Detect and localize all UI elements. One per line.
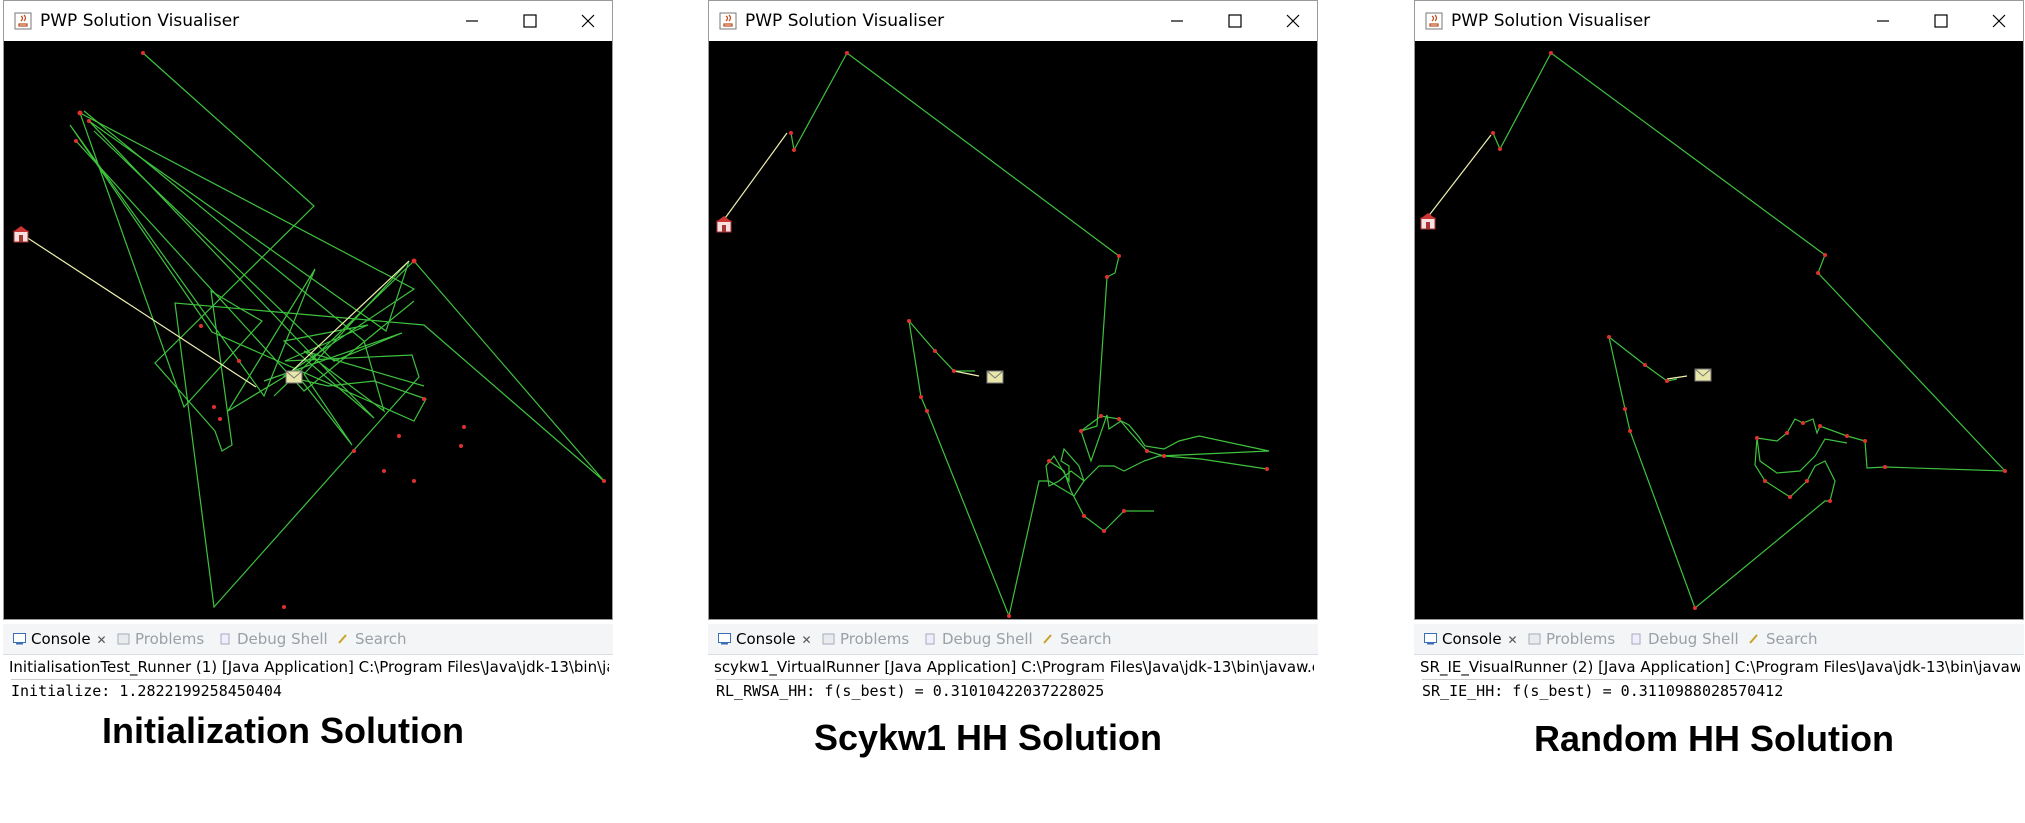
solution-canvas: [4, 41, 612, 619]
tab-search[interactable]: Search: [1748, 630, 1818, 648]
solution-canvas: [1415, 41, 2023, 619]
minimize-button[interactable]: [458, 7, 486, 35]
tab-search-label: Search: [1060, 630, 1112, 648]
console-output: Initialize: 1.2822199258450404: [11, 679, 282, 700]
java-app-icon: [1425, 12, 1443, 30]
caption: Random HH Solution: [1534, 718, 1894, 759]
tab-debug-shell-label: Debug Shell: [942, 630, 1033, 648]
launch-line: scykw1_VirtualRunner [Java Application] …: [714, 658, 1314, 676]
console-icon: [13, 633, 26, 645]
tab-debug-shell-label: Debug Shell: [1648, 630, 1739, 648]
view-tabs: Console ✕ Problems Debug Shell Search: [708, 624, 1318, 655]
minimize-button[interactable]: [1869, 7, 1897, 35]
window-title: PWP Solution Visualiser: [1451, 11, 1651, 31]
panel-scykw1: PWP Solution Visualiser: [708, 0, 1318, 823]
delivery-mail-icon: [1694, 368, 1712, 382]
problems-icon: [822, 633, 835, 645]
debug-shell-icon: [220, 633, 230, 645]
caption: Scykw1 HH Solution: [813, 717, 1163, 758]
tab-problems[interactable]: Problems: [1528, 630, 1615, 648]
solution-canvas: [709, 41, 1317, 619]
view-tabs: Console ✕ Problems Debug Shell Search: [3, 624, 613, 655]
window-title: PWP Solution Visualiser: [745, 11, 945, 31]
route-plot: [1420, 51, 2007, 610]
debug-shell-icon: [925, 633, 935, 645]
tab-problems[interactable]: Problems: [822, 630, 909, 648]
tab-search-label: Search: [355, 630, 407, 648]
problems-icon: [1528, 633, 1541, 645]
depot-house-icon: [716, 216, 732, 233]
tab-console-label: Console: [736, 630, 796, 648]
tab-console[interactable]: Console ✕: [1424, 630, 1518, 648]
panel-random-hh: PWP Solution Visualiser: [1414, 0, 2024, 823]
eclipse-console-view: Console ✕ Problems Debug Shell Search SR_…: [1414, 624, 2024, 714]
eclipse-console-view: Console ✕ Problems Debug Shell Search scy…: [708, 624, 1318, 714]
depot-house-icon: [1420, 213, 1436, 230]
tab-debug-shell[interactable]: Debug Shell: [1630, 630, 1739, 648]
tab-debug-shell[interactable]: Debug Shell: [219, 630, 328, 648]
visualiser-window: PWP Solution Visualiser: [1414, 0, 2024, 620]
close-icon[interactable]: ✕: [1507, 633, 1518, 647]
route-plot: [13, 51, 606, 609]
maximize-button[interactable]: [1221, 7, 1249, 35]
minimize-button[interactable]: [1163, 7, 1191, 35]
search-icon: [338, 634, 347, 644]
tab-problems-label: Problems: [1546, 630, 1616, 648]
caption: Initialization Solution: [102, 710, 464, 751]
title-bar: PWP Solution Visualiser: [4, 1, 612, 41]
route-plot: [716, 51, 1270, 619]
tab-console[interactable]: Console ✕: [13, 630, 107, 648]
console-output: SR_IE_HH: f(s_best) = 0.3110988028570412: [1422, 679, 1784, 700]
launch-line: InitialisationTest_Runner (1) [Java Appl…: [9, 658, 609, 676]
title-bar: PWP Solution Visualiser: [1415, 1, 2023, 41]
depot-house-icon: [13, 226, 29, 243]
tab-problems-label: Problems: [135, 630, 205, 648]
visualiser-window: PWP Solution Visualiser: [3, 0, 613, 620]
tab-search[interactable]: Search: [337, 630, 407, 648]
delivery-mail-icon: [285, 370, 303, 384]
tab-console[interactable]: Console ✕: [718, 630, 812, 648]
java-app-icon: [719, 12, 737, 30]
tab-search-label: Search: [1766, 630, 1818, 648]
debug-shell-icon: [1631, 633, 1641, 645]
tab-debug-shell-label: Debug Shell: [237, 630, 328, 648]
eclipse-console-view: Console ✕ Problems Debug Shell Search Ini…: [3, 624, 613, 714]
delivery-mail-icon: [986, 370, 1004, 384]
console-icon: [1424, 633, 1437, 645]
window-title: PWP Solution Visualiser: [40, 11, 240, 31]
java-app-icon: [14, 12, 32, 30]
launch-line: SR_IE_VisualRunner (2) [Java Application…: [1420, 658, 2020, 676]
panel-initialization: PWP Solution Visualiser: [3, 0, 613, 823]
search-icon: [1043, 634, 1052, 644]
tab-search[interactable]: Search: [1042, 630, 1112, 648]
view-tabs: Console ✕ Problems Debug Shell Search: [1414, 624, 2024, 655]
visualiser-window: PWP Solution Visualiser: [708, 0, 1318, 620]
console-output: RL_RWSA_HH: f(s_best) = 0.31010422037228…: [716, 679, 1105, 700]
tab-debug-shell[interactable]: Debug Shell: [924, 630, 1033, 648]
tab-problems[interactable]: Problems: [117, 630, 204, 648]
close-button[interactable]: [1279, 7, 1307, 35]
console-icon: [718, 633, 731, 645]
search-icon: [1749, 634, 1758, 644]
close-button[interactable]: [574, 7, 602, 35]
tab-problems-label: Problems: [840, 630, 910, 648]
tab-console-label: Console: [1442, 630, 1502, 648]
close-icon[interactable]: ✕: [96, 633, 107, 647]
close-icon[interactable]: ✕: [801, 633, 812, 647]
tab-console-label: Console: [31, 630, 91, 648]
maximize-button[interactable]: [1927, 7, 1955, 35]
close-button[interactable]: [1985, 7, 2013, 35]
problems-icon: [117, 633, 130, 645]
title-bar: PWP Solution Visualiser: [709, 1, 1317, 41]
maximize-button[interactable]: [516, 7, 544, 35]
